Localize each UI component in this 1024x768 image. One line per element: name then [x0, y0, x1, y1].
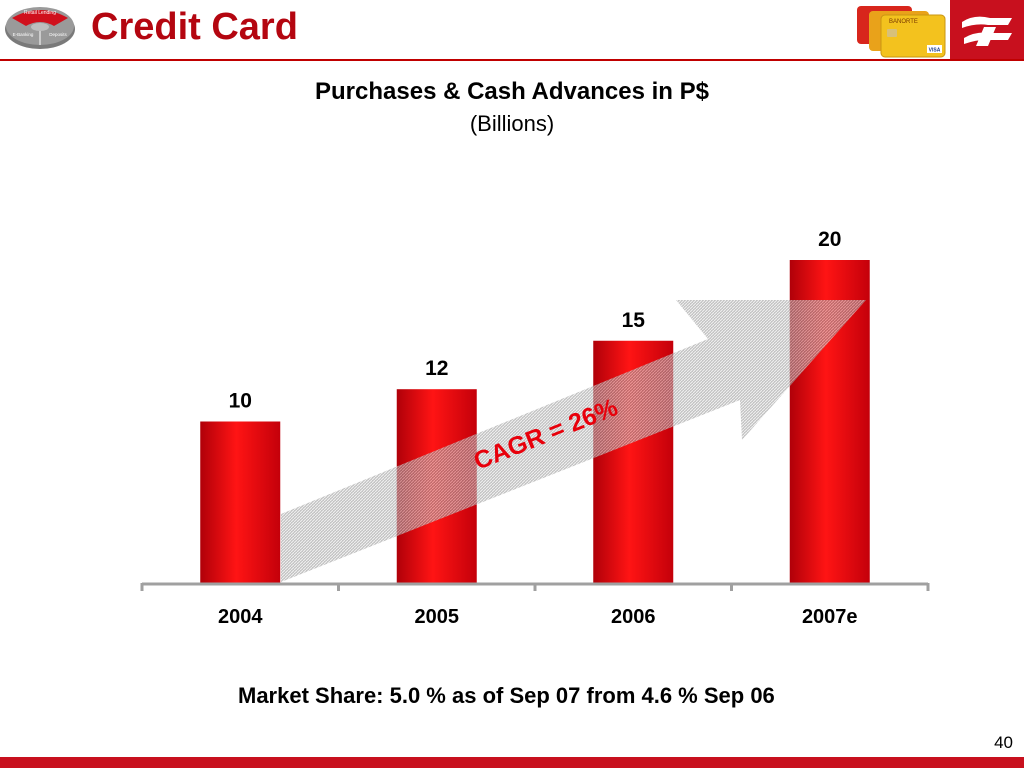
data-label: 20 — [818, 228, 841, 251]
x-tick-label: 2006 — [611, 606, 656, 628]
page-title: Credit Card — [91, 6, 298, 48]
nav-wheel-retail-label: Retail Lending — [24, 10, 56, 16]
market-share-note: Market Share: 5.0 % as of Sep 07 from 4.… — [238, 683, 775, 708]
credit-cards-icon: BANORTE VISA — [857, 6, 946, 58]
nav-wheel-deposits-label: Deposits — [49, 32, 67, 37]
data-label: 10 — [229, 390, 252, 413]
footer-bar — [0, 757, 1024, 768]
x-tick-label: 2004 — [218, 606, 263, 628]
x-tick-label: 2007e — [802, 606, 858, 628]
x-tick-label: 2005 — [415, 606, 460, 628]
card-network-label: VISA — [929, 48, 941, 54]
data-label: 15 — [622, 309, 646, 332]
chart-labels: 10 12 15 20 — [229, 228, 842, 413]
bar-2004 — [200, 421, 281, 583]
chart-title: Purchases & Cash Advances in P$ — [315, 78, 709, 105]
chart-subtitle: (Billions) — [469, 111, 555, 136]
cagr-arrow: CAGR = 26% — [281, 300, 866, 582]
header-divider — [0, 59, 1024, 61]
header: Retail Lending E-Banking Deposits Credit… — [0, 0, 1024, 62]
x-axis: 2004 2005 2006 2007e — [140, 582, 930, 628]
card-brand-label: BANORTE — [889, 19, 918, 25]
page-number: 40 — [994, 733, 1013, 752]
nav-wheel-ebanking-label: E-Banking — [13, 32, 34, 37]
nav-wheel-icon[interactable]: Retail Lending E-Banking Deposits — [4, 4, 76, 50]
trend-arrow — [281, 300, 866, 582]
banorte-logo-icon — [950, 0, 1024, 61]
data-label: 12 — [425, 357, 448, 380]
